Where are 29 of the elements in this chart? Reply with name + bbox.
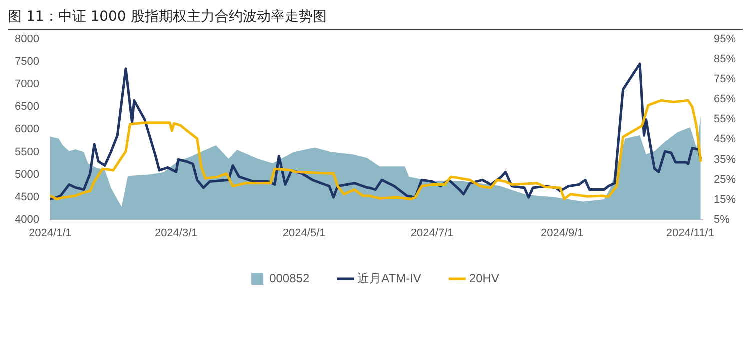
y-tick-label: 6500 (14, 101, 40, 114)
x-tick-label: 2024/11/1 (666, 227, 714, 240)
x-tick-label: 2024/7/1 (410, 227, 454, 240)
y-tick-label: 5500 (14, 146, 40, 158)
y2-tick-label: 45% (714, 134, 736, 146)
y2-tick-label: 65% (714, 94, 736, 106)
x-tick-label: 2024/5/1 (282, 227, 326, 240)
x-tick-label: 2024/3/1 (154, 227, 198, 240)
y-tick-label: 7000 (14, 78, 40, 91)
y2-tick-label: 75% (714, 74, 736, 86)
y2-tick-label: 95% (714, 34, 736, 46)
y2-tick-label: 35% (714, 154, 736, 166)
y-tick-label: 4000 (14, 214, 40, 226)
legend-label: 000852 (270, 271, 310, 286)
x-tick-label: 2024/9/1 (540, 227, 584, 240)
y-tick-label: 7500 (14, 56, 40, 68)
y-tick-label: 5000 (14, 168, 40, 181)
x-tick-label: 2024/1/1 (29, 227, 72, 240)
y2-tick-label: 15% (714, 194, 736, 206)
y2-tick-label: 85% (714, 54, 736, 66)
y-tick-label: 4500 (14, 191, 40, 204)
y-tick-label: 8000 (14, 34, 40, 46)
y2-tick-label: 5% (714, 214, 730, 226)
y2-tick-label: 25% (714, 174, 736, 186)
legend-label: 近月ATM-IV (358, 271, 422, 286)
legend-label: 20HV (469, 271, 500, 286)
chart-title: 图 11：中证 1000 股指期权主力合约波动率走势图 (8, 8, 743, 30)
y-tick-label: 6000 (14, 124, 40, 136)
y2-tick-label: 55% (714, 114, 736, 126)
